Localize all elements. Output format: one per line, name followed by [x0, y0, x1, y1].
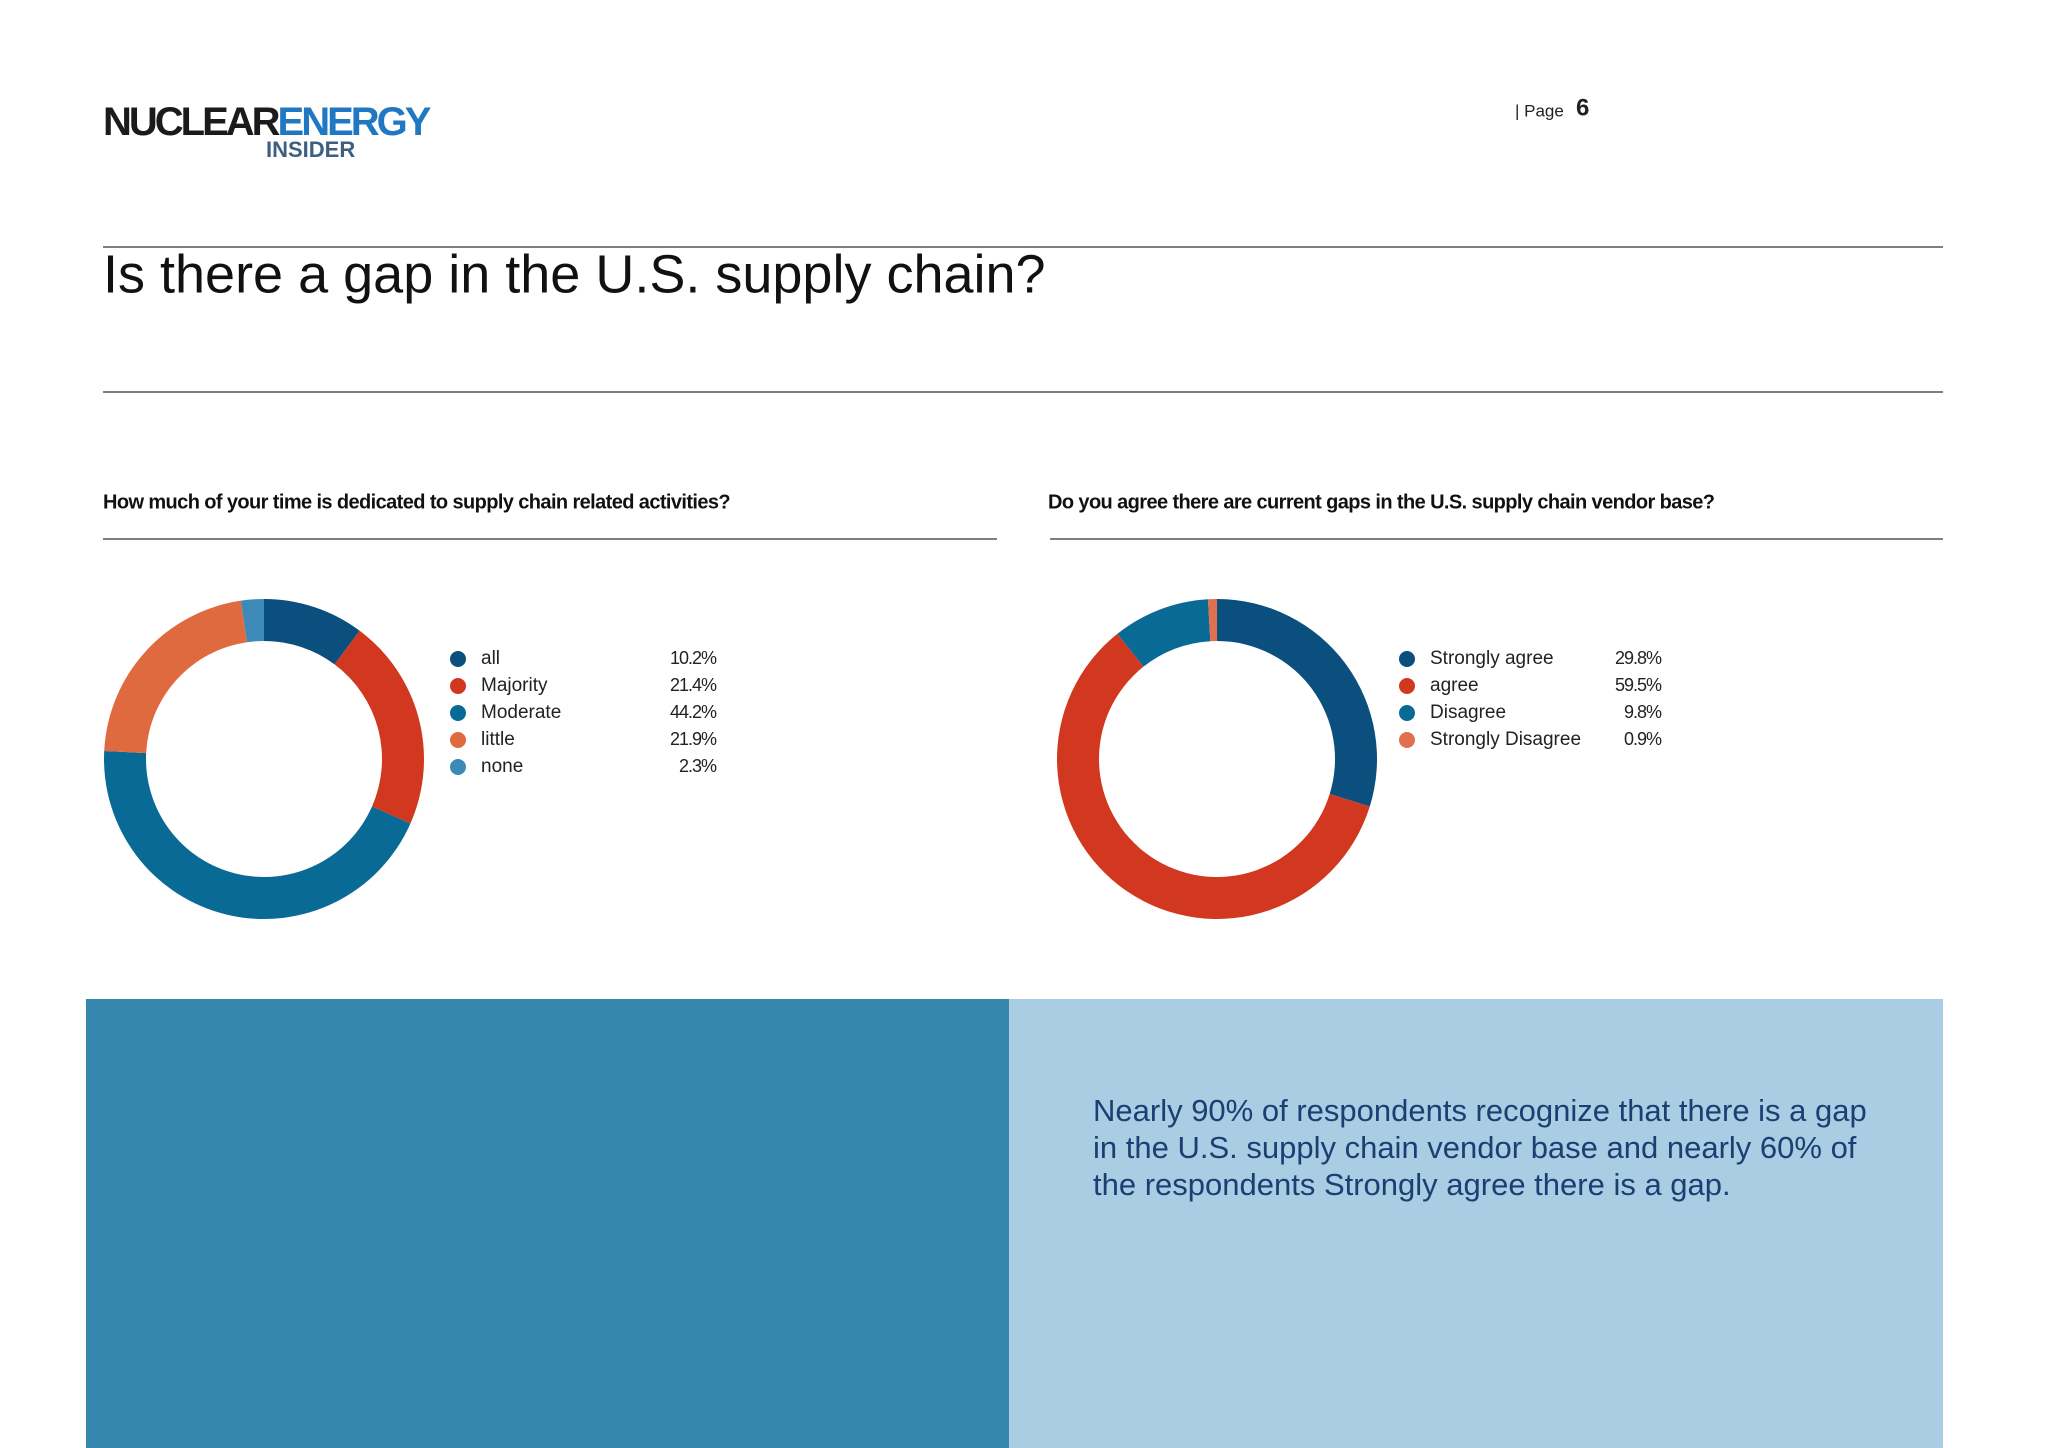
logo: NUCLEARENERGY [103, 100, 432, 144]
donut-segment [264, 599, 360, 665]
legend-value: 21.4% [670, 675, 717, 695]
page-title: Is there a gap in the U.S. supply chain? [103, 244, 1046, 304]
donut-segment [1117, 599, 1211, 667]
logo-nuclear: NUCLEAR [103, 100, 281, 144]
legend-swatch [1399, 705, 1415, 721]
legend-value: 2.3% [679, 756, 717, 776]
chart-question: How much of your time is dedicated to su… [103, 491, 730, 513]
legend-value: 29.8% [1615, 648, 1662, 668]
legend-swatch [1399, 678, 1415, 694]
legend-swatch [450, 705, 466, 721]
legend-label: Majority [481, 675, 548, 696]
legend-swatch [450, 651, 466, 667]
legend-label: Strongly agree [1430, 648, 1554, 669]
donut-segment [240, 599, 264, 643]
legend-swatch [1399, 651, 1415, 667]
legend-swatch [450, 732, 466, 748]
donut-segment [104, 600, 248, 754]
legend-label: all [481, 648, 500, 669]
page-number: 6 [1576, 94, 1589, 121]
page-label: | Page [1515, 101, 1564, 120]
legend-label: Moderate [481, 702, 561, 723]
legend-label: none [481, 756, 523, 777]
legend-label: Disagree [1430, 702, 1506, 723]
logo-energy: ENERGY [278, 100, 432, 144]
legend-swatch [450, 759, 466, 775]
donut-segment [1207, 599, 1217, 642]
donut-segment [334, 630, 425, 824]
donut-segment [1057, 633, 1370, 920]
legend-label: Strongly Disagree [1430, 729, 1581, 750]
legend-value: 44.2% [670, 702, 717, 722]
legend-label: agree [1430, 675, 1479, 696]
chart-question: Do you agree there are current gaps in t… [1048, 491, 1715, 513]
donut-segment [1217, 599, 1377, 807]
legend-value: 9.8% [1624, 702, 1662, 722]
legend-value: 10.2% [670, 648, 717, 668]
legend-value: 59.5% [1615, 675, 1662, 695]
legend-value: 0.9% [1624, 729, 1662, 749]
light-panel [1009, 999, 1943, 1448]
donut-segment [104, 750, 411, 920]
legend-swatch [450, 678, 466, 694]
legend-value: 21.9% [670, 729, 717, 749]
callout-text: Nearly 90% of respondents recognize that… [1093, 1093, 1867, 1202]
dark-panel [86, 999, 1009, 1448]
logo-insider: INSIDER [266, 137, 355, 162]
legend-label: little [481, 729, 515, 750]
legend-swatch [1399, 732, 1415, 748]
